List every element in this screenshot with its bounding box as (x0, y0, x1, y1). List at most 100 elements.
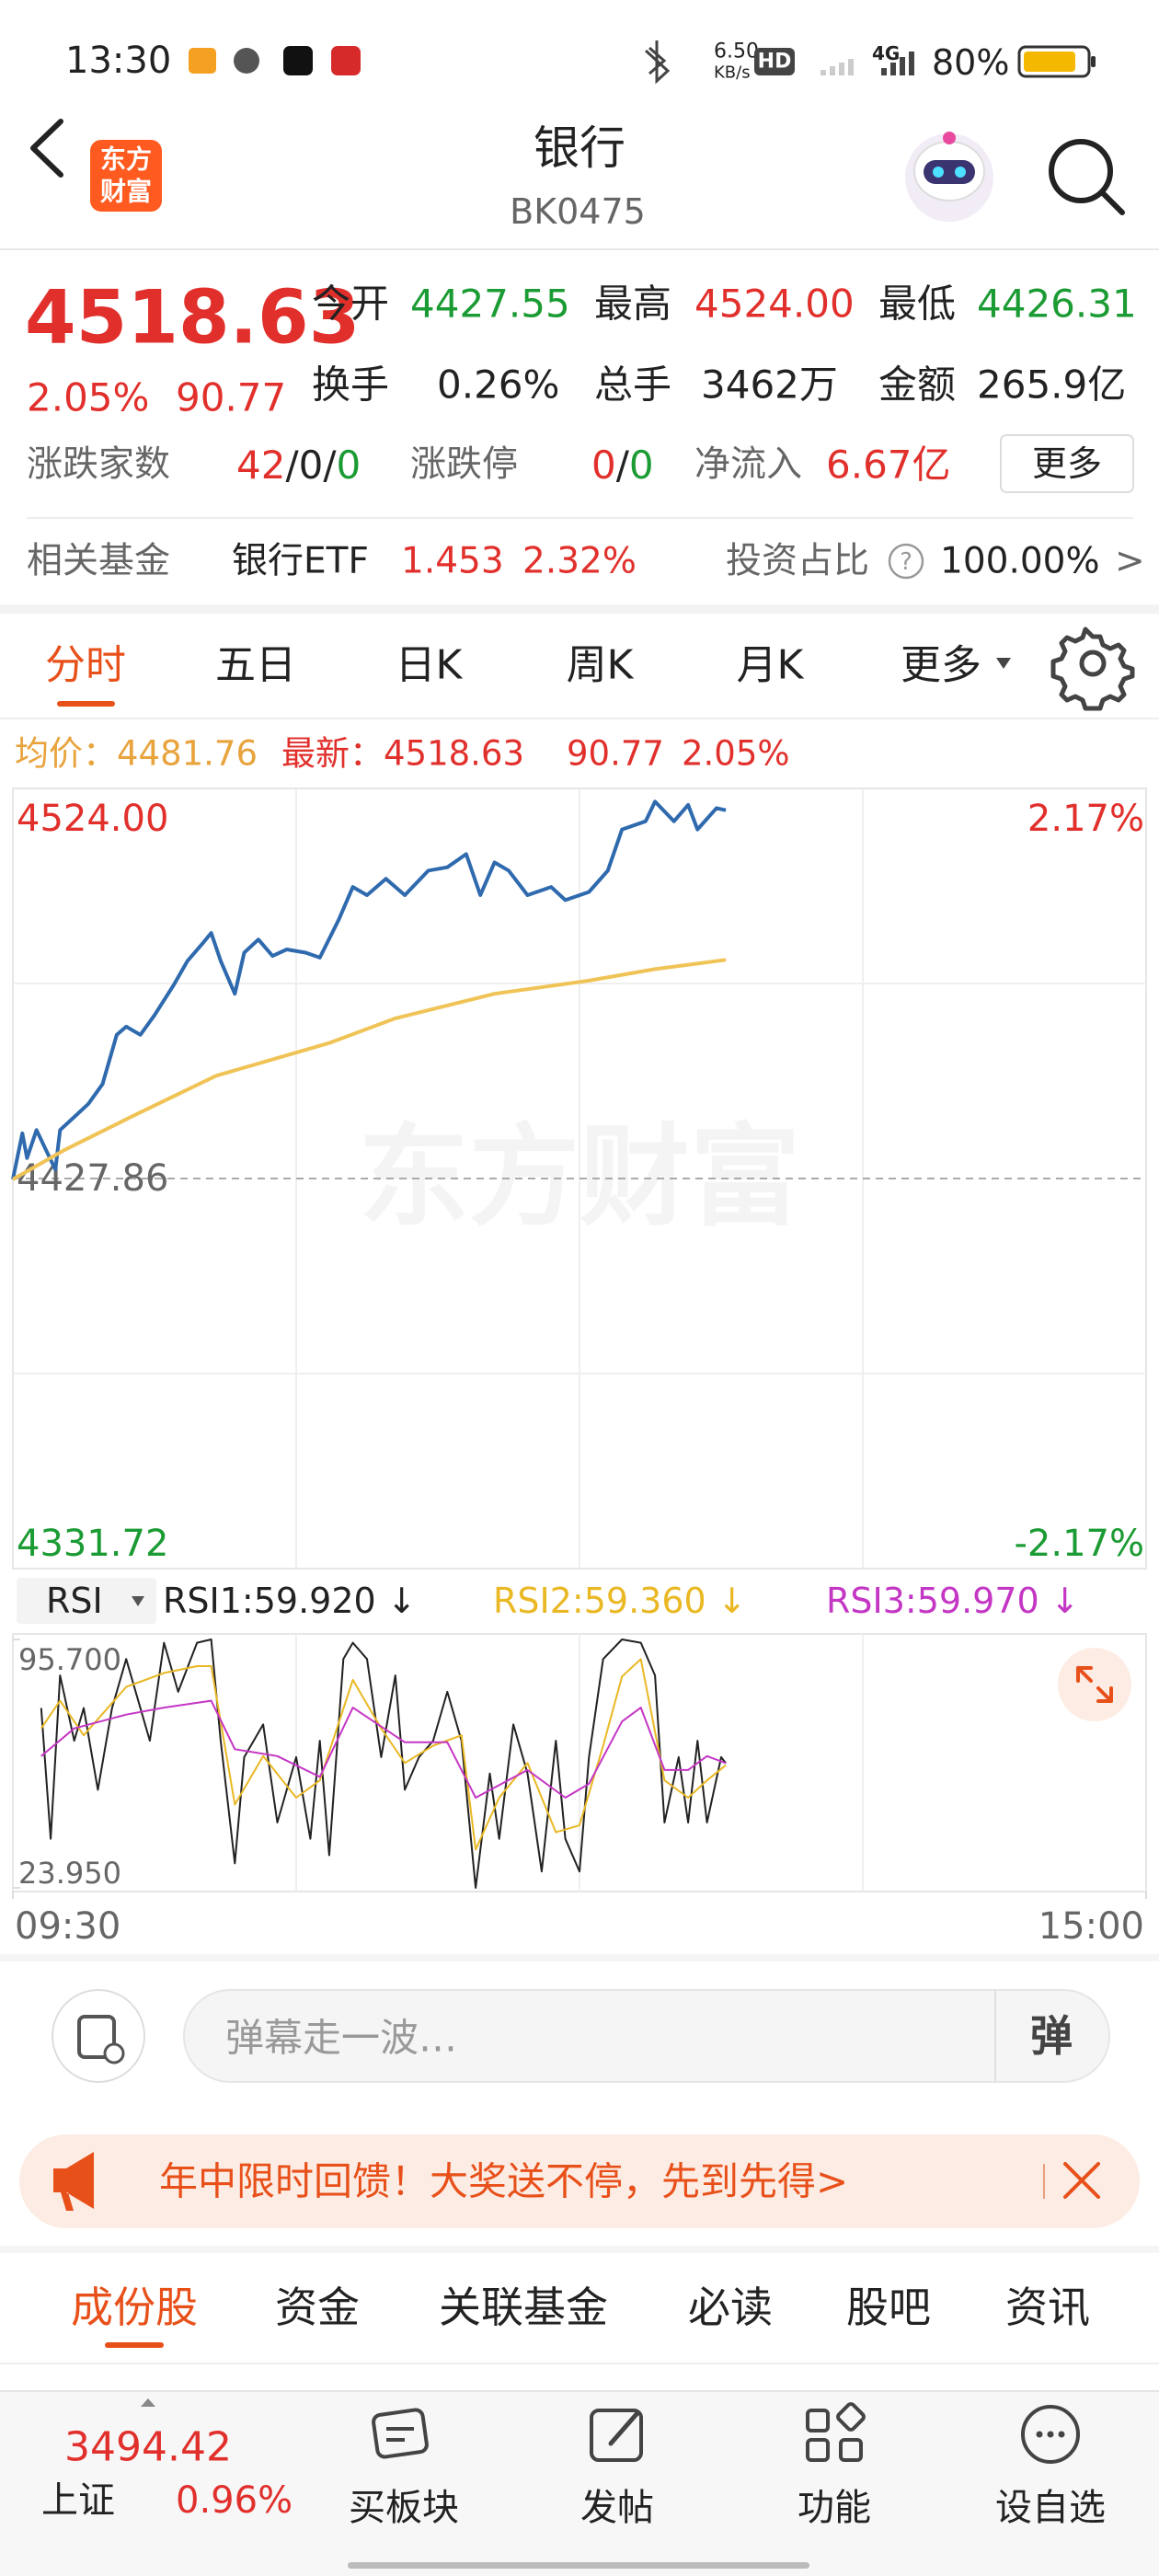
y2-tick-label: -2.17% (1014, 1523, 1144, 1565)
net-speed-unit: KB/s (714, 63, 751, 83)
comment-bar: 弹幕走一波… 弹 (52, 1989, 1110, 2083)
series-line (12, 958, 727, 1181)
period-tab[interactable]: 五日 (215, 642, 296, 689)
inflow-label: 净流入 (694, 444, 802, 486)
legend-entry: RSI1:59.920 ↓ (163, 1581, 417, 1621)
comment-input[interactable] (183, 1989, 1110, 2083)
app-logo[interactable] (90, 140, 162, 212)
section-gap (0, 2246, 1159, 2253)
fund-name: 银行ETF (232, 541, 369, 582)
y-tick-label: 23.950 (18, 1856, 121, 1891)
indicator-select[interactable] (17, 1578, 156, 1624)
net-speed: 6.50 (714, 40, 759, 63)
latest-price: 最新：4518.63 (281, 734, 524, 774)
banner-close[interactable] (1063, 2162, 1100, 2199)
content-tab[interactable]: 资讯 (1005, 2283, 1090, 2332)
stat-value: 4426.31 (977, 282, 1137, 327)
stat-label: 最低 (878, 282, 956, 327)
up-count: 42 (236, 443, 285, 488)
content-tab[interactable]: 资金 (275, 2283, 360, 2332)
index-value[interactable]: 3494.42 (64, 2424, 232, 2471)
comment-settings[interactable] (52, 1989, 145, 2083)
change-percent: 2.05% (27, 375, 149, 420)
content-tab[interactable]: 成份股 (71, 2283, 198, 2332)
section-gap (0, 604, 1159, 614)
content-tabs: 成份股 资金 关联基金 必读 股吧 资讯 (71, 2283, 1090, 2348)
nav-item[interactable]: 功能 (798, 2402, 871, 2529)
stock-code: BK0475 (510, 191, 646, 232)
y-tick-label: 95.700 (18, 1642, 121, 1677)
more-button[interactable] (1000, 434, 1134, 493)
flat-count: 0 (299, 443, 324, 488)
limit-down: 0 (629, 443, 654, 488)
series-line (40, 1699, 727, 1799)
banner-text: 年中限时回馈！大奖送不停，先到先得> (159, 2159, 848, 2204)
ratio-value: 100.00% (940, 541, 1100, 582)
stat-value: 4427.55 (410, 282, 570, 327)
period-tabs: 分时 五日 日K 周K 月K 更多 (45, 627, 1135, 711)
dropdown-arrow (996, 658, 1011, 669)
status-bar: 13:30 6.50 KB/s HD 4G 80% (65, 40, 1096, 85)
bottom-nav: 3494.42 上证 0.96% 买板块 发帖 功能 设自选 (0, 2390, 1159, 2576)
series-line (11, 799, 727, 1180)
divider (27, 517, 1133, 519)
period-tab[interactable]: 日K (396, 642, 464, 689)
fund-change: 2.32% (522, 541, 637, 582)
nav-item[interactable]: 设自选 (995, 2405, 1106, 2529)
y2-tick-label: 2.17% (1027, 798, 1144, 840)
stat-label: 最高 (594, 282, 671, 327)
limit-up: 0 (591, 443, 616, 488)
stat-value: 4524.00 (694, 282, 855, 327)
legend-entry: RSI2:59.360 ↓ (493, 1581, 747, 1621)
index-change: 0.96% (176, 2479, 293, 2522)
period-tab[interactable]: 月K (737, 642, 805, 689)
period-tab[interactable]: 更多 (901, 642, 981, 689)
x-tick-label: 15:00 (1039, 1905, 1144, 1948)
help-mark: ? (900, 548, 912, 576)
search-button[interactable] (1049, 139, 1125, 215)
app-icon (189, 48, 216, 74)
content-tab[interactable]: 关联基金 (439, 2283, 608, 2332)
clock: 13:30 (65, 40, 171, 82)
period-tab[interactable]: 周K (567, 642, 635, 689)
nav-item[interactable]: 发帖 (580, 2409, 654, 2529)
content-tab[interactable]: 股吧 (846, 2283, 931, 2332)
back-button[interactable] (30, 119, 63, 178)
page-title: 银行 (534, 121, 625, 175)
bluetooth-icon (644, 40, 671, 85)
period-tab[interactable]: 分时 (45, 642, 126, 689)
index-name: 上证 (41, 2479, 115, 2522)
related-fund[interactable]: 相关基金 银行ETF 1.453 2.32% 投资占比 ? 100.00% > (27, 541, 1145, 582)
comment-placeholder: 弹幕走一波… (225, 2016, 457, 2061)
battery-tip (1091, 56, 1096, 67)
assistant-avatar[interactable] (905, 132, 993, 222)
divider (0, 2363, 1159, 2364)
promo-banner[interactable]: 年中限时回馈！大奖送不停，先到先得> (19, 2134, 1140, 2228)
y-tick-label: 4524.00 (17, 798, 168, 840)
index-arrow (141, 2398, 155, 2407)
fund-price: 1.453 (401, 541, 504, 582)
signal-2 (881, 52, 914, 75)
content-tab[interactable]: 必读 (688, 2283, 773, 2332)
app-icon (283, 46, 313, 75)
legend-entry: RSI3:59.970 ↓ (826, 1581, 1080, 1621)
separator: / (616, 443, 630, 488)
help-icon[interactable] (888, 543, 924, 580)
stat-value: 0.26% (437, 362, 559, 408)
section-gap (0, 1954, 1159, 1961)
separator: / (285, 443, 299, 488)
dropdown-arrow (132, 1596, 144, 1606)
nav-item[interactable]: 买板块 (349, 2408, 459, 2529)
y-tick-label: 4331.72 (17, 1523, 168, 1565)
limit-label: 涨跌停 (410, 444, 518, 486)
banner-background (19, 2134, 1140, 2228)
battery-outline (1017, 45, 1091, 78)
settings-button[interactable] (1050, 627, 1135, 711)
change-amount: 90.77 (176, 375, 286, 420)
rsi-chart: 95.700 23.950 09:30 15:00 (12, 1633, 1147, 1948)
danmaku-toggle[interactable]: 弹 (1030, 2011, 1073, 2061)
expand-button[interactable] (1058, 1648, 1131, 1721)
nav-background (0, 2390, 1159, 2576)
latest-change: 90.77 (567, 734, 664, 774)
